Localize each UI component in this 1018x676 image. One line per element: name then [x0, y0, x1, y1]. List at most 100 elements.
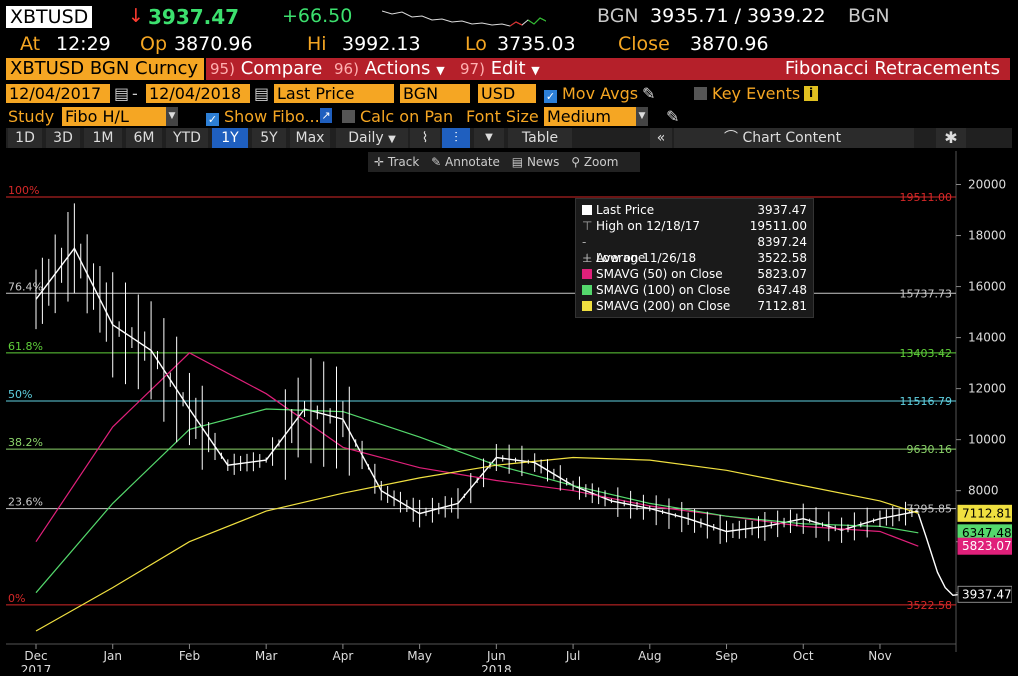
- external-link-icon[interactable]: ↗: [320, 108, 332, 123]
- open-value: 3870.96: [174, 33, 253, 55]
- time-value: 12:29: [56, 33, 111, 55]
- fib-level-pct: 23.6%: [8, 496, 43, 509]
- checkbox-checked-icon: ✓: [206, 113, 219, 126]
- chart-legend[interactable]: Last Price 3937.47 ⊤ High on 12/18/17 19511…: [575, 198, 814, 318]
- crosshair-icon: ✛: [374, 155, 385, 169]
- info-icon[interactable]: i: [804, 86, 818, 101]
- x-tick-label: Sep: [715, 649, 738, 663]
- fib-level-value: 9630.16: [907, 443, 953, 456]
- calendar-icon[interactable]: ▤: [114, 84, 130, 103]
- x-year-label: 2018: [481, 663, 512, 672]
- down-arrow-icon: ↓: [128, 5, 144, 27]
- x-tick-label: Nov: [868, 649, 891, 663]
- range-1d[interactable]: 1D: [8, 128, 42, 148]
- frequency-label: Daily: [348, 130, 384, 146]
- fib-level-value: 13403.42: [900, 347, 953, 360]
- y-tick-label: 20000: [968, 178, 1006, 192]
- low-value: 3735.03: [497, 33, 576, 55]
- compare-button[interactable]: 95) Compare: [206, 58, 330, 80]
- calc-on-pan-toggle[interactable]: Calc on Pan: [342, 107, 453, 126]
- chart-content-button[interactable]: ⌒ Chart Content: [674, 128, 914, 148]
- price-field-select[interactable]: Last Price: [274, 84, 394, 103]
- x-tick-label: Jun: [486, 649, 506, 663]
- security-field[interactable]: XBTUSD BGN Curncy: [6, 58, 204, 80]
- zoom-button[interactable]: ⚲ Zoom: [571, 155, 618, 169]
- key-events-label: Key Events: [712, 84, 801, 103]
- price-label-text: 6347.48: [962, 526, 1012, 540]
- range-6m[interactable]: 6M: [126, 128, 162, 148]
- chart-content-icon: ⌒: [724, 130, 738, 146]
- legend-value: 7112.81: [757, 299, 807, 313]
- price-label-text: 3937.47: [962, 587, 1012, 601]
- dropdown-arrow-icon[interactable]: ▼: [166, 107, 178, 126]
- y-tick-label: 8000: [968, 484, 999, 498]
- ticker-symbol[interactable]: XBTUSD: [6, 6, 93, 28]
- price-chart[interactable]: 2000018000160001400012000100008000600040…: [6, 151, 1013, 676]
- actions-number: 96): [334, 60, 359, 78]
- actions-label: Actions: [364, 58, 431, 79]
- dropdown-arrow-icon: ▼: [436, 64, 445, 77]
- range-max[interactable]: Max: [290, 128, 330, 148]
- font-size-select[interactable]: Medium: [544, 107, 648, 126]
- track-label: Track: [387, 155, 420, 169]
- pencil-icon[interactable]: ✎: [642, 84, 656, 103]
- legend-label: Average: [596, 251, 646, 265]
- source-select[interactable]: BGN: [400, 84, 470, 103]
- key-events-toggle[interactable]: Key Events: [694, 84, 800, 103]
- news-label: News: [526, 155, 560, 169]
- legend-value: 3937.47: [757, 203, 807, 217]
- line-chart-icon[interactable]: ⌇: [410, 128, 440, 148]
- range-5y[interactable]: 5Y: [252, 128, 286, 148]
- end-date-input[interactable]: 12/04/2018: [146, 84, 250, 103]
- news-button[interactable]: ▤ News: [512, 155, 560, 169]
- calendar-icon[interactable]: ▤: [254, 84, 270, 103]
- price-series-tail: [917, 513, 961, 597]
- show-fibo-toggle[interactable]: ✓ Show Fibo...: [206, 107, 320, 126]
- currency-select[interactable]: USD: [478, 84, 536, 103]
- annotate-button[interactable]: ✎ Annotate: [431, 155, 500, 169]
- legend-row-last-price: Last Price 3937.47: [582, 202, 807, 218]
- start-date-input[interactable]: 12/04/2017: [6, 84, 110, 103]
- fib-level-pct: 50%: [8, 388, 32, 401]
- dropdown-arrow-icon[interactable]: ▼: [474, 128, 504, 148]
- y-tick-label: 10000: [968, 433, 1006, 447]
- gear-icon[interactable]: ✱: [936, 128, 966, 148]
- dropdown-arrow-icon[interactable]: ▼: [636, 107, 648, 126]
- legend-value: 5823.07: [757, 267, 807, 281]
- range-ytd[interactable]: YTD: [166, 128, 208, 148]
- checkbox-unchecked-icon: [694, 87, 707, 100]
- average-marker-icon: -+: [582, 235, 593, 265]
- pencil-icon: ✎: [431, 155, 442, 169]
- edit-button[interactable]: 97) Edit ▼: [456, 58, 546, 80]
- price-label-text: 7112.81: [962, 506, 1012, 520]
- chart-toolbar: 1D 3D 1M 6M YTD 1Y 5Y Max Daily ▼ ⌇ ⫶ ▼ …: [6, 128, 1012, 148]
- edit-label: Edit: [490, 58, 526, 79]
- frequency-select[interactable]: Daily ▼: [336, 128, 408, 148]
- range-1m[interactable]: 1M: [84, 128, 122, 148]
- fib-level-pct: 61.8%: [8, 340, 43, 353]
- track-button[interactable]: ✛ Track: [374, 155, 419, 169]
- x-tick-label: Apr: [333, 649, 354, 663]
- legend-row-low: ⊥ Low on 11/26/18 3522.58: [582, 250, 807, 266]
- range-1y[interactable]: 1Y: [212, 128, 248, 148]
- checkbox-unchecked-icon: [342, 110, 355, 123]
- x-tick-label: May: [407, 649, 432, 663]
- calc-on-pan-label: Calc on Pan: [360, 107, 454, 126]
- bar-chart-icon[interactable]: ⫶: [442, 128, 470, 148]
- range-3d[interactable]: 3D: [46, 128, 80, 148]
- mov-avgs-toggle[interactable]: ✓ Mov Avgs: [544, 84, 638, 103]
- low-marker-icon: ⊥: [582, 251, 593, 265]
- study-select[interactable]: Fibo H/L: [62, 107, 178, 126]
- pencil-icon[interactable]: ✎: [666, 107, 680, 126]
- last-price: 3937.47: [148, 5, 240, 29]
- legend-label: Last Price: [596, 203, 655, 217]
- high-label: Hi: [307, 33, 327, 55]
- table-button[interactable]: Table: [508, 128, 572, 148]
- fib-level-value: 3522.58: [907, 599, 953, 612]
- fib-level-pct: 38.2%: [8, 436, 43, 449]
- news-icon: ▤: [511, 155, 524, 169]
- actions-button[interactable]: 96) Actions ▼: [330, 58, 456, 80]
- annotate-label: Annotate: [445, 155, 500, 169]
- y-tick-label: 12000: [968, 382, 1006, 396]
- collapse-icon[interactable]: «: [650, 128, 672, 148]
